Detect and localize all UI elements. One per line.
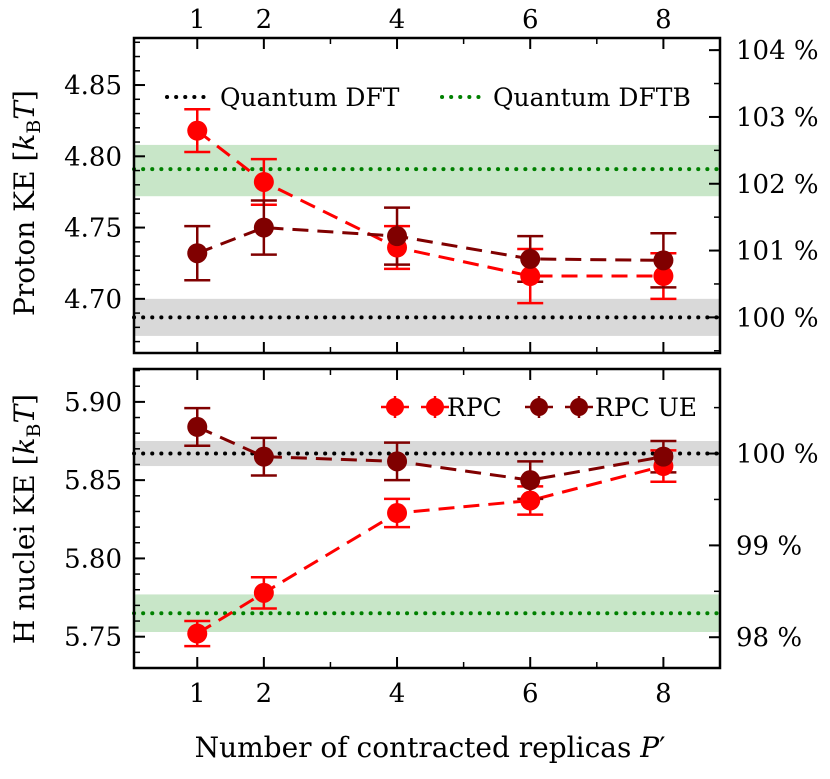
- plot-frame: [132, 36, 722, 355]
- y-tick-label: 4.85: [64, 71, 122, 101]
- data-point-rpc: [653, 266, 674, 287]
- right-axis-tick-label: 101 %: [736, 237, 819, 267]
- right-axis-tick-label: 100 %: [736, 440, 819, 470]
- legend-rpc-label: RPC: [447, 393, 502, 422]
- data-point-rpc_ue: [520, 248, 541, 269]
- y-axis-label-bottom: H nuclei KE [kBT]: [8, 394, 45, 644]
- x-tick-label: 6: [522, 679, 539, 709]
- legend-rpc-ue-swatch: [525, 396, 593, 418]
- panel-proton-ke: 4.70 4.75 4.80 4.85 100 % 101 % 102 % 103 % 104 …: [64, 5, 819, 355]
- x-axis-label: Number of contracted replicas P′: [195, 731, 666, 764]
- legend-rpc-swatch: [381, 396, 449, 418]
- x-tick-label: 4: [389, 679, 406, 709]
- data-point-rpc: [187, 623, 208, 644]
- right-axis-tick-label: 104 %: [736, 36, 819, 66]
- data-point-rpc_ue: [187, 416, 208, 437]
- data-point-rpc: [520, 266, 541, 287]
- plot-frame: [132, 367, 722, 670]
- y-tick-label: 4.70: [64, 285, 122, 315]
- x-tick-label-top: 1: [189, 5, 206, 35]
- data-point-rpc_ue: [253, 446, 274, 467]
- data-point-rpc: [253, 171, 274, 192]
- y-tick-label: 5.85: [64, 466, 122, 496]
- dftb-uncertainty-band: [134, 144, 720, 197]
- x-tick-label: 1: [189, 679, 206, 709]
- right-axis-tick-label: 102 %: [736, 170, 819, 200]
- right-axis-tick-label: 99 %: [736, 531, 802, 561]
- legend-bottom: RPC RPC UE: [381, 393, 697, 422]
- x-tick-label: 8: [655, 679, 672, 709]
- legend-top: Quantum DFT Quantum DFTB: [165, 83, 691, 112]
- x-tick-label-top: 2: [256, 5, 273, 35]
- legend-dft-label: Quantum DFT: [220, 83, 400, 112]
- panel-h-nuclei-ke: 5.75 5.80 5.85 5.90 98 % 99 % 100 % 1 2 4 6 8: [64, 367, 819, 709]
- y-tick-label: 5.90: [64, 388, 122, 418]
- data-point-rpc: [387, 503, 408, 524]
- x-tick-label: 2: [256, 679, 273, 709]
- x-tick-label-top: 6: [522, 5, 539, 35]
- data-point-rpc_ue: [387, 226, 408, 247]
- legend-dftb-label: Quantum DFTB: [493, 83, 691, 112]
- right-axis-tick-label: 98 %: [736, 623, 802, 653]
- y-tick-label: 4.75: [64, 214, 122, 244]
- data-point-rpc_ue: [187, 243, 208, 264]
- data-point-rpc_ue: [653, 250, 674, 271]
- data-point-rpc: [253, 582, 274, 603]
- data-point-rpc_ue: [653, 446, 674, 467]
- data-point-rpc: [187, 120, 208, 141]
- legend-rpc-ue-label: RPC UE: [595, 393, 697, 422]
- y-tick-label: 4.80: [64, 142, 122, 172]
- data-point-rpc_ue: [387, 451, 408, 472]
- y-tick-label: 5.75: [64, 623, 122, 653]
- data-point-rpc_ue: [520, 470, 541, 491]
- y-axis-label-top: Proton KE [kBT]: [8, 90, 45, 316]
- data-point-rpc: [520, 490, 541, 511]
- y-tick-label: 5.80: [64, 544, 122, 574]
- x-tick-label-top: 8: [655, 5, 672, 35]
- right-axis-tick-label: 103 %: [736, 103, 819, 133]
- right-axis-tick-label: 100 %: [736, 303, 819, 333]
- data-point-rpc_ue: [253, 217, 274, 238]
- x-tick-label-top: 4: [389, 5, 406, 35]
